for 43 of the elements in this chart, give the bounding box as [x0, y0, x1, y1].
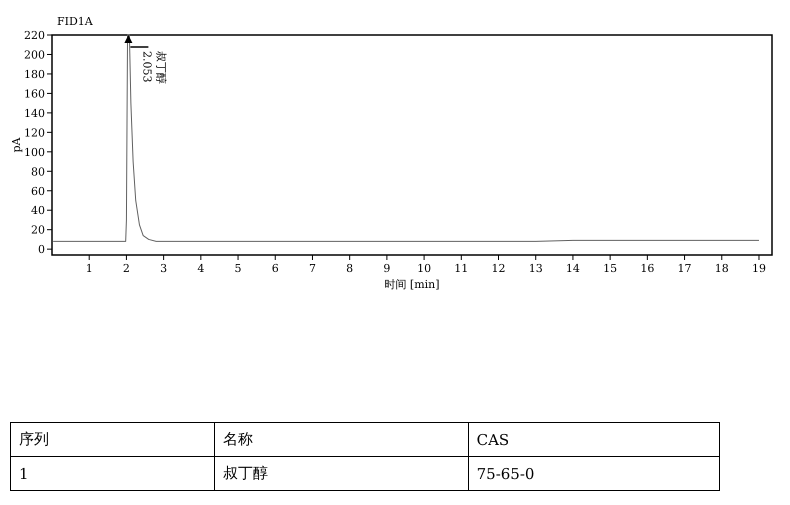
y-axis-title: pA [10, 136, 23, 152]
x-tick-label: 3 [160, 262, 168, 275]
annotation: 2.053 [140, 51, 154, 82]
y-tick-label: 140 [24, 106, 45, 120]
x-tick-label: 10 [417, 262, 432, 275]
y-tick-label: 100 [24, 146, 45, 159]
y-tick-label: 80 [31, 165, 45, 178]
x-tick-label: 1 [86, 262, 93, 275]
x-tick-label: 9 [383, 262, 390, 275]
chart-title: FID1A [57, 15, 94, 28]
x-tick-label: 11 [454, 262, 468, 275]
x-tick-label: 15 [603, 262, 618, 275]
y-tick-label: 0 [38, 243, 45, 256]
x-tick-label: 6 [272, 262, 279, 275]
x-tick-label: 4 [197, 262, 204, 275]
x-tick-label: 16 [640, 262, 654, 275]
text: 叔丁醇 [214, 456, 468, 490]
y-tick-label: 20 [31, 224, 45, 237]
x-tick-label: 2 [122, 262, 130, 275]
x-tick-label: 13 [528, 262, 543, 275]
x-axis-title: 时间 [min] [384, 278, 440, 291]
text: 名称 [214, 422, 468, 456]
text: 序列 [10, 422, 214, 456]
y-tick-label: 220 [24, 29, 45, 42]
x-tick-label: 7 [308, 262, 316, 275]
x-tick-label: 19 [752, 262, 766, 275]
y-tick-label: 120 [24, 126, 45, 140]
x-tick-label: 18 [714, 262, 729, 275]
x-tick-label: 5 [234, 262, 242, 275]
x-tick-label: 14 [566, 262, 580, 275]
text: 75-65-0 [468, 456, 720, 490]
text: CAS [468, 422, 720, 456]
x-tick-label: 12 [492, 262, 506, 275]
line-series [52, 34, 760, 242]
y-tick-label: 40 [31, 204, 45, 218]
y-tick-label: 180 [24, 68, 45, 81]
y-tick-label: 60 [31, 184, 45, 198]
y-tick-label: 200 [24, 48, 45, 62]
y-tick-label: 160 [24, 87, 45, 100]
text: 1 [10, 456, 214, 490]
x-tick-label: 8 [346, 262, 354, 275]
annotation: 叔丁醇 [154, 51, 168, 84]
x-tick-label: 17 [678, 262, 692, 275]
